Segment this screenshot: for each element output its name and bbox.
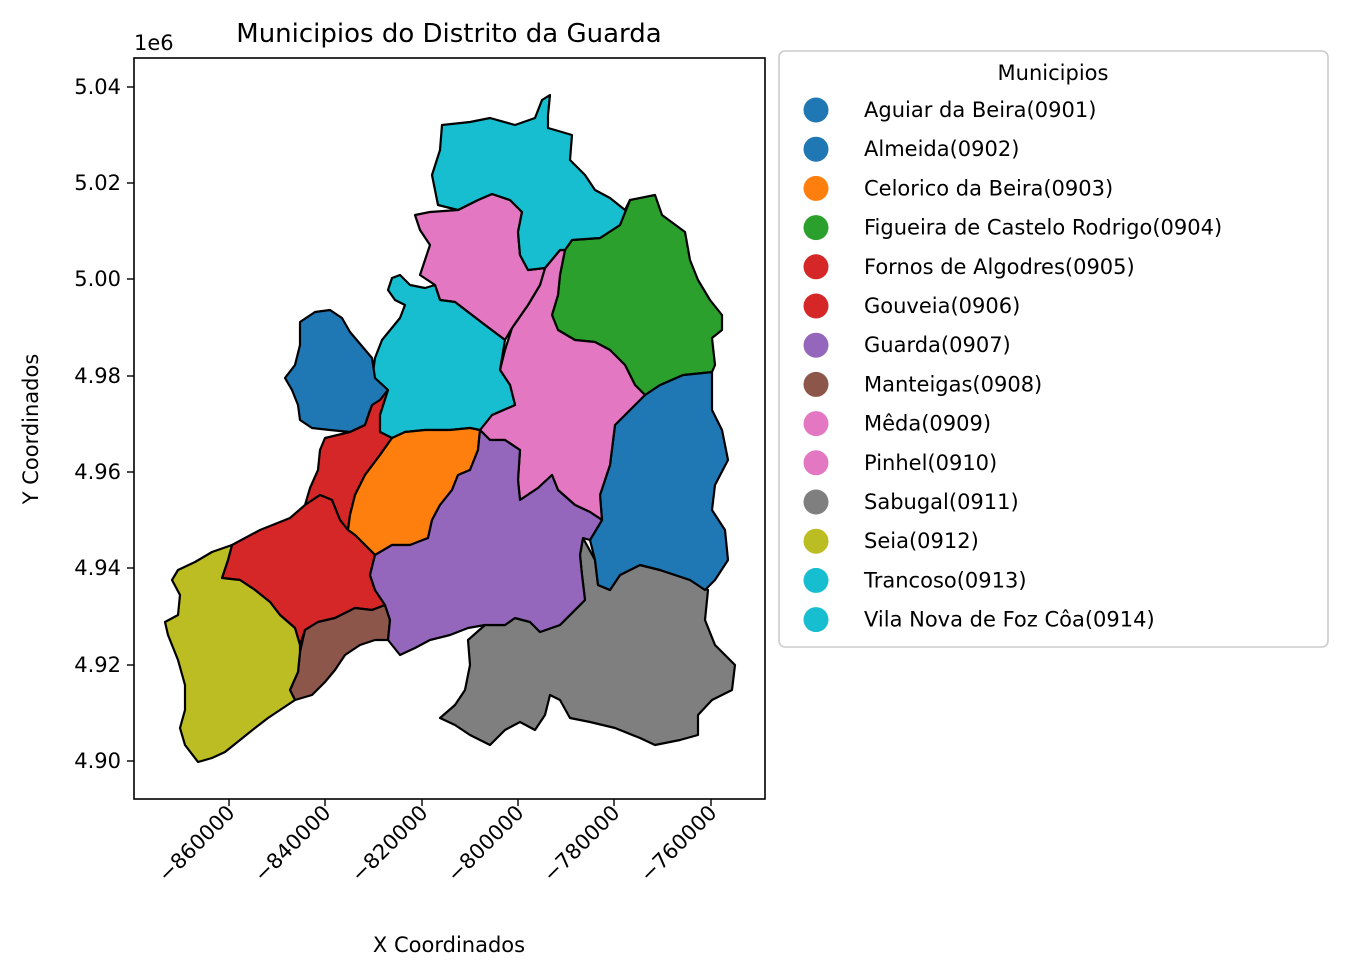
legend-box — [778, 50, 1329, 648]
legend-entry: Fornos de Algodres(0905) — [803, 254, 1135, 280]
region-vnfc — [430, 93, 632, 272]
y-axis-label: Y Coordinados — [19, 354, 43, 506]
legend-entry: Aguiar da Beira(0901) — [803, 97, 1096, 123]
y-tick-label: 4.94 — [74, 556, 121, 580]
x-tick: −820000 — [346, 799, 433, 887]
legend-entry: Vila Nova de Foz Côa(0914) — [803, 607, 1155, 633]
axes-frame — [133, 57, 766, 800]
x-tick-label: −820000 — [346, 801, 432, 887]
legend-marker — [803, 97, 829, 123]
x-axis: −860000 −840000 −820000 −800000 −780000 … — [153, 799, 722, 887]
legend-entry: Sabugal(0911) — [803, 489, 1019, 515]
y-tick-label: 4.90 — [74, 749, 121, 773]
legend-entry: Trancoso(0913) — [803, 567, 1027, 593]
legend-label: Vila Nova de Foz Côa(0914) — [864, 608, 1155, 632]
legend-marker — [803, 567, 829, 593]
region-guarda — [368, 428, 604, 657]
legend-entry: Almeida(0902) — [803, 136, 1019, 162]
y-tick-label: 4.98 — [74, 364, 121, 388]
legend-marker — [803, 332, 829, 358]
legend-marker — [803, 489, 829, 515]
x-tick-label: −840000 — [249, 801, 335, 887]
y-tick: 4.98 — [74, 364, 134, 388]
legend-label: Gouveia(0906) — [864, 294, 1020, 318]
x-tick: −780000 — [538, 799, 625, 887]
y-tick: 4.94 — [74, 556, 134, 580]
legend-marker — [803, 254, 829, 280]
y-tick-label: 4.96 — [74, 460, 121, 484]
y-tick: 5.02 — [74, 171, 134, 195]
legend-marker — [803, 293, 829, 319]
legend-entries: Aguiar da Beira(0901) Almeida(0902) Celori… — [803, 97, 1222, 633]
legend-label: Manteigas(0908) — [864, 372, 1042, 396]
legend-label: Trancoso(0913) — [863, 568, 1027, 592]
legend-entry: Manteigas(0908) — [803, 371, 1042, 397]
legend-entry: Seia(0912) — [803, 528, 979, 554]
legend-entry: Mêda(0909) — [803, 411, 991, 437]
x-tick: −860000 — [153, 799, 240, 887]
legend-label: Guarda(0907) — [864, 333, 1011, 357]
x-tick-label: −780000 — [538, 801, 624, 887]
legend-entry: Figueira de Castelo Rodrigo(0904) — [803, 215, 1222, 241]
legend-label: Almeida(0902) — [864, 137, 1019, 161]
y-tick-label: 4.92 — [74, 653, 121, 677]
legend-marker — [803, 450, 829, 476]
legend-label: Aguiar da Beira(0901) — [864, 98, 1096, 122]
legend: Municipios Aguiar da Beira(0901) Almeida(… — [778, 50, 1329, 648]
y-tick-label: 5.02 — [74, 171, 121, 195]
x-tick: −760000 — [635, 799, 722, 887]
y-tick: 4.96 — [74, 460, 134, 484]
legend-label: Sabugal(0911) — [864, 490, 1019, 514]
y-axis: 4.90 4.92 4.94 4.96 4.98 5.00 5.02 5.04 — [74, 75, 134, 773]
legend-label: Pinhel(0910) — [864, 451, 997, 475]
legend-label: Figueira de Castelo Rodrigo(0904) — [864, 216, 1222, 240]
y-tick: 5.00 — [74, 267, 134, 291]
legend-title: Municipios — [998, 61, 1109, 85]
legend-entry: Guarda(0907) — [803, 332, 1011, 358]
legend-entry: Celorico da Beira(0903) — [803, 175, 1113, 201]
legend-label: Fornos de Algodres(0905) — [864, 255, 1135, 279]
y-tick-label: 5.00 — [74, 267, 121, 291]
legend-marker — [803, 607, 829, 633]
legend-marker — [803, 215, 829, 241]
x-tick-label: −860000 — [153, 801, 239, 887]
map-regions — [163, 93, 737, 764]
y-tick: 5.04 — [74, 75, 134, 99]
legend-marker — [803, 175, 829, 201]
x-axis-label: X Coordinados — [373, 933, 525, 957]
legend-marker — [803, 371, 829, 397]
legend-label: Mêda(0909) — [864, 412, 991, 436]
y-offset-text: 1e6 — [134, 31, 174, 55]
legend-marker — [803, 528, 829, 554]
x-tick: −800000 — [442, 799, 529, 887]
region-seia — [163, 543, 302, 764]
y-tick-label: 5.04 — [74, 75, 121, 99]
x-tick-label: −800000 — [442, 801, 528, 887]
legend-entry: Pinhel(0910) — [803, 450, 997, 476]
legend-label: Celorico da Beira(0903) — [864, 176, 1113, 200]
y-tick: 4.92 — [74, 653, 134, 677]
chart-title: Municipios do Distrito da Guarda — [236, 19, 661, 49]
x-tick-label: −760000 — [635, 801, 721, 887]
legend-marker — [803, 411, 829, 437]
legend-entry: Gouveia(0906) — [803, 293, 1020, 319]
legend-marker — [803, 136, 829, 162]
legend-label: Seia(0912) — [864, 529, 979, 553]
x-tick: −840000 — [249, 799, 336, 887]
y-tick: 4.90 — [74, 749, 134, 773]
